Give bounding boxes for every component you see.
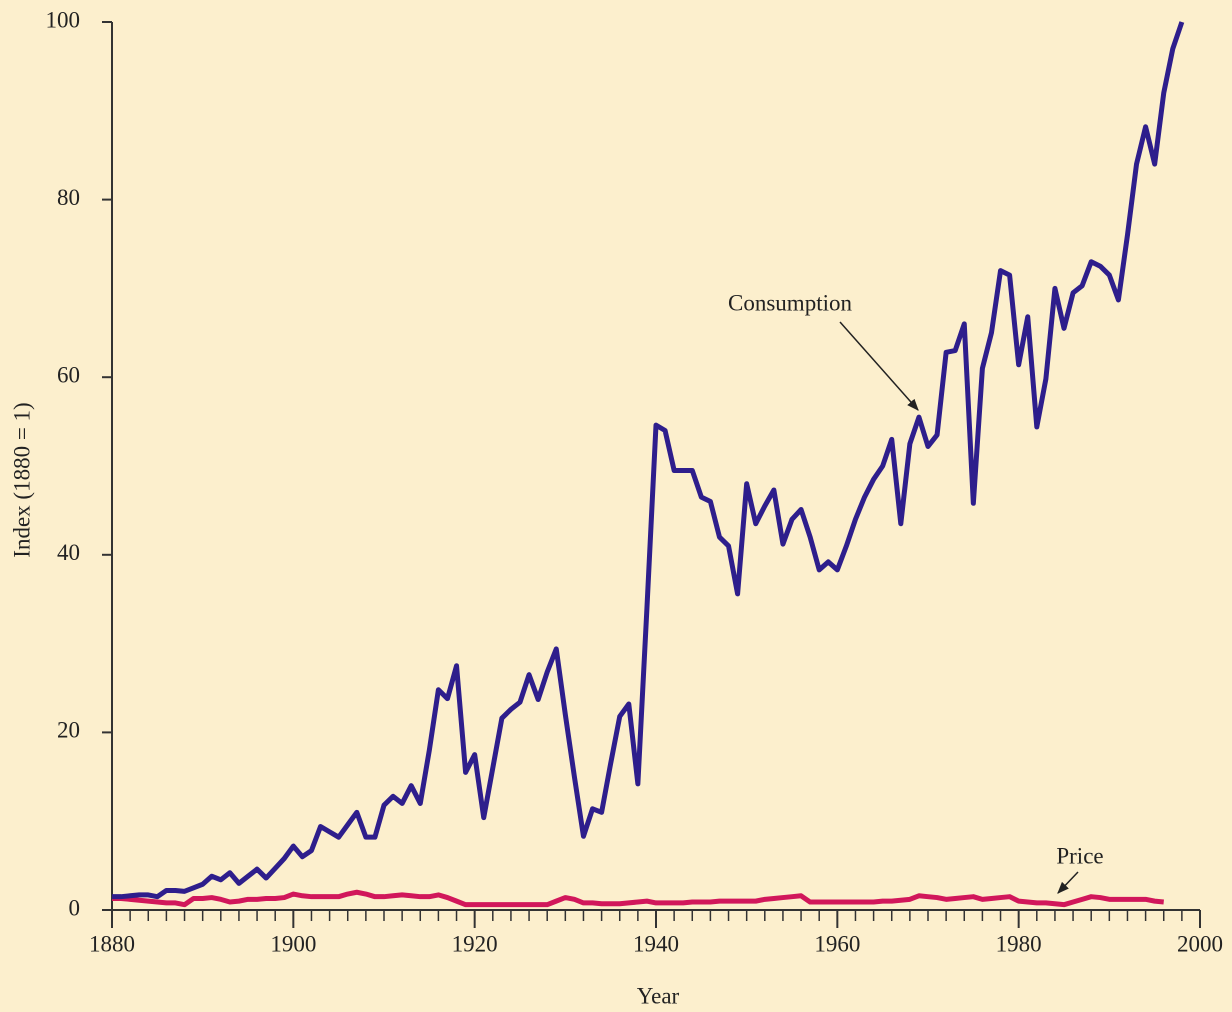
x-axis-label: Year bbox=[637, 983, 680, 1008]
y-tick-label: 80 bbox=[57, 185, 80, 210]
x-tick-label: 1980 bbox=[996, 931, 1042, 956]
annotation: Consumption bbox=[728, 290, 852, 315]
x-tick-label: 1880 bbox=[89, 931, 135, 956]
y-tick-label: 40 bbox=[57, 540, 80, 565]
line-series bbox=[112, 889, 1164, 908]
x-tick-label: 1920 bbox=[452, 931, 498, 956]
annotation-arrow bbox=[839, 321, 919, 411]
annotation-arrow bbox=[1057, 871, 1079, 894]
x-tick-label: 2000 bbox=[1177, 931, 1223, 956]
y-tick-label: 100 bbox=[46, 7, 81, 32]
x-tick-label: 1900 bbox=[270, 931, 316, 956]
y-tick-label: 60 bbox=[57, 362, 80, 387]
annotation: Price bbox=[1056, 843, 1103, 868]
y-tick-label: 20 bbox=[57, 718, 80, 743]
line-series bbox=[112, 21, 1185, 900]
y-axis-label: Index (1880 = 1) bbox=[9, 402, 34, 557]
y-tick-label: 0 bbox=[69, 895, 81, 920]
x-tick-label: 1960 bbox=[814, 931, 860, 956]
x-tick-label: 1940 bbox=[633, 931, 679, 956]
